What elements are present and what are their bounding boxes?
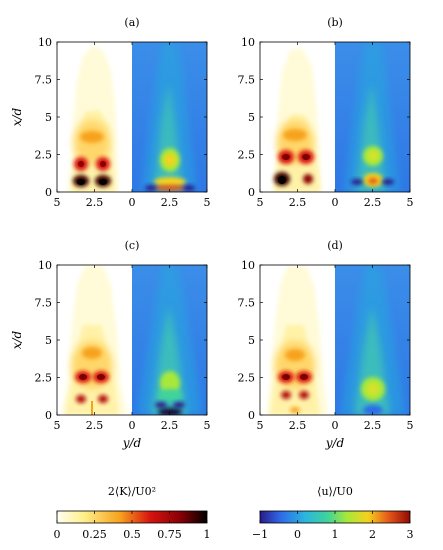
colorbar-axis: ⟨u⟩/U0 −1 0 1 2 3 xyxy=(252,485,414,541)
y-tick-label: 0 xyxy=(45,409,52,422)
tke-field-b xyxy=(260,42,335,192)
x-tick-label: 2.5 xyxy=(364,196,382,209)
x-tick-label: 2.5 xyxy=(161,419,179,432)
y-axis-label: x/d xyxy=(10,330,24,349)
x-tick-label: 0 xyxy=(129,196,136,209)
y-tick-label: 0 xyxy=(248,186,255,199)
colorbar-tick-label: 0.25 xyxy=(82,528,107,541)
colorbar-tick-label: 1 xyxy=(332,528,339,541)
colorbar-labels: 2⟨K⟩/U0² 0 0.25 0.5 0.75 1 ⟨u⟩/U0 −1 0 1 2 3 xyxy=(54,485,414,541)
panel-d xyxy=(259,264,411,416)
velocity-field-b xyxy=(335,42,410,192)
x-tick-label: 5 xyxy=(257,419,264,432)
panel-label: (a) xyxy=(124,16,139,29)
y-tick-label: 0 xyxy=(45,186,52,199)
y-tick-label: 2.5 xyxy=(35,149,53,162)
x-tick-label: 0 xyxy=(332,419,339,432)
x-tick-label: 0 xyxy=(332,196,339,209)
y-tick-label: 0 xyxy=(248,409,255,422)
x-axis-label: y/d xyxy=(325,436,345,450)
x-tick-label: 5 xyxy=(204,419,211,432)
y-tick-label: 7.5 xyxy=(35,74,53,87)
panel-b xyxy=(259,41,411,193)
x-tick-label: 2.5 xyxy=(86,419,104,432)
velocity-field-a xyxy=(132,42,207,192)
y-tick-label: 7.5 xyxy=(238,74,256,87)
panel-label: (b) xyxy=(327,16,343,29)
colorbar-tick-label: 0 xyxy=(54,528,61,541)
y-tick-label: 5 xyxy=(45,111,52,124)
y-tick-label: 5 xyxy=(248,334,255,347)
colorbar-axis: 2⟨K⟩/U0² 0 0.25 0.5 0.75 1 xyxy=(54,485,211,541)
x-tick-label: 5 xyxy=(257,196,264,209)
y-tick-label: 10 xyxy=(241,36,255,49)
x-tick-label: 2.5 xyxy=(86,196,104,209)
x-tick-label: 0 xyxy=(129,419,136,432)
tke-field-c xyxy=(57,265,132,415)
y-tick-label: 2.5 xyxy=(35,372,53,385)
y-tick-label: 2.5 xyxy=(238,149,256,162)
x-tick-label: 5 xyxy=(54,196,61,209)
x-tick-label: 2.5 xyxy=(289,196,307,209)
colorbar-tick-label: 2 xyxy=(369,528,376,541)
y-tick-label: 10 xyxy=(38,259,52,272)
colorbar-tick-label: 1 xyxy=(204,528,211,541)
colorbar-title: 2⟨K⟩/U0² xyxy=(108,485,156,498)
y-tick-label: 2.5 xyxy=(238,372,256,385)
colorbar-title: ⟨u⟩/U0 xyxy=(317,485,353,498)
y-tick-label: 7.5 xyxy=(35,297,53,310)
panel-a xyxy=(56,41,208,193)
colorbar-tick-label: 0 xyxy=(294,528,301,541)
panel-label: (d) xyxy=(327,239,343,252)
velocity-field-c xyxy=(132,265,207,415)
panel-c xyxy=(56,264,208,416)
x-tick-label: 2.5 xyxy=(289,419,307,432)
panel-label: (c) xyxy=(125,239,140,252)
colorbar-tick-label: −1 xyxy=(252,528,268,541)
velocity-field-d xyxy=(335,265,410,415)
y-tick-label: 7.5 xyxy=(238,297,256,310)
x-tick-label: 2.5 xyxy=(364,419,382,432)
y-tick-label: 5 xyxy=(248,111,255,124)
x-tick-label: 5 xyxy=(204,196,211,209)
x-axis-label: y/d xyxy=(122,436,142,450)
panel-axes: (b)5 2.5 0 2.5 502.557.510 xyxy=(238,16,414,209)
colorbar-tick-label: 0.75 xyxy=(157,528,182,541)
tke-field-d xyxy=(260,265,335,415)
x-tick-label: 5 xyxy=(54,419,61,432)
colorbar-tick-label: 3 xyxy=(407,528,414,541)
y-tick-label: 10 xyxy=(38,36,52,49)
x-tick-label: 2.5 xyxy=(161,196,179,209)
y-tick-label: 5 xyxy=(45,334,52,347)
x-tick-label: 5 xyxy=(407,196,414,209)
y-tick-label: 10 xyxy=(241,259,255,272)
colorbar-tick-label: 0.5 xyxy=(123,528,141,541)
y-axis-label: x/d xyxy=(10,107,24,126)
tke-field-a xyxy=(57,42,132,192)
x-tick-label: 5 xyxy=(407,419,414,432)
